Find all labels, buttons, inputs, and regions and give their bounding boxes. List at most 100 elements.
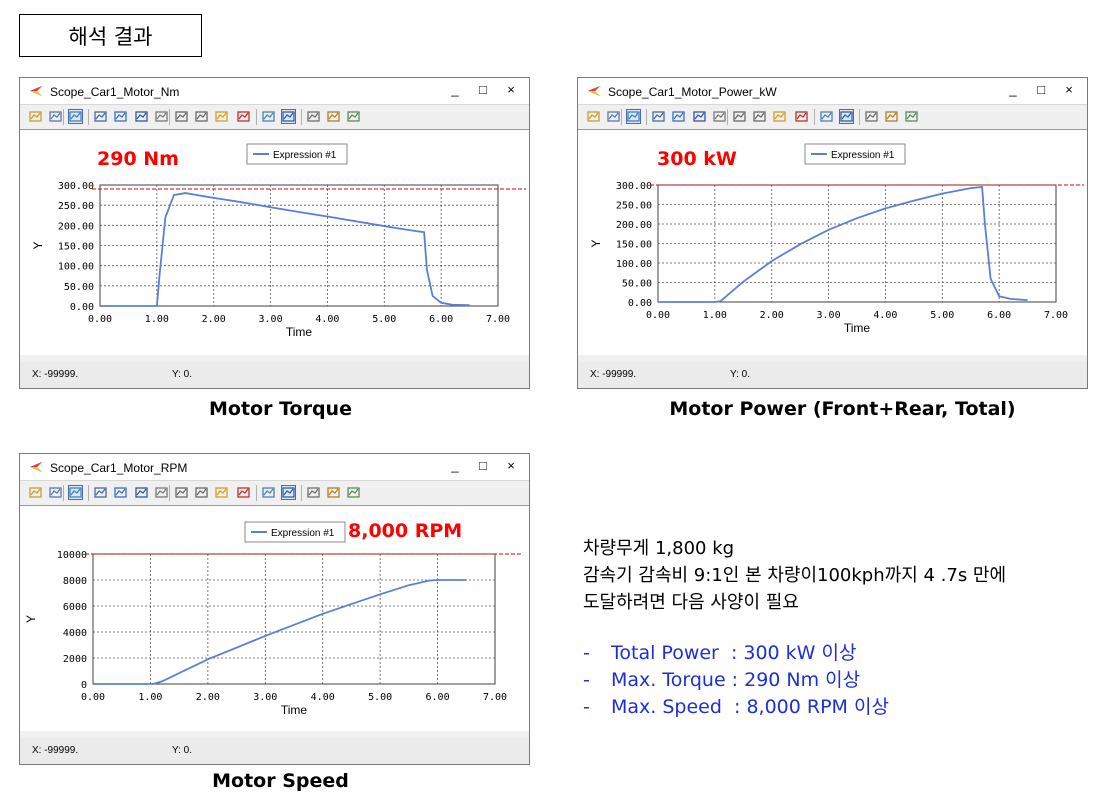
table-icon[interactable]	[346, 109, 361, 124]
pan-v-icon[interactable]	[752, 109, 767, 124]
chart-settings-icon[interactable]	[261, 109, 276, 124]
bullet-max-speed: - Max. Speed : 8,000 RPM 이상	[583, 694, 1103, 721]
x-axis-label: Time	[286, 325, 313, 339]
grid-icon[interactable]	[154, 109, 169, 124]
properties-icon[interactable]	[326, 485, 341, 500]
cursor-x-readout: X: -99999.	[590, 369, 637, 380]
scope-window-torque[interactable]: Scope_Car1_Motor_Nm _ □ × 0.00 1.00 2.00 3.00 4.…	[19, 77, 530, 389]
line-chart[interactable]: 0.00 1.00 2.00 3.00 4.00 5.00 6.00 7.00 0.00 50.0…	[20, 130, 529, 355]
window-title: Scope_Car1_Motor_Power_kW	[608, 85, 777, 99]
x-tick-label: 4.00	[315, 314, 339, 325]
properties-icon[interactable]	[326, 109, 341, 124]
pan-h-icon[interactable]	[732, 109, 747, 124]
copy-icon[interactable]	[48, 109, 63, 124]
plot-icon[interactable]	[68, 485, 83, 500]
plot-area[interactable]: 0.00 1.00 2.00 3.00 4.00 5.00 6.00 7.00 0.00 50.0…	[20, 129, 529, 355]
pan-h-icon[interactable]	[174, 485, 189, 500]
close-button[interactable]: ×	[507, 458, 515, 473]
chart-settings-icon[interactable]	[819, 109, 834, 124]
window-titlebar[interactable]: Scope_Car1_Motor_Nm _ □ ×	[20, 78, 529, 104]
open-icon[interactable]	[28, 109, 43, 124]
maximize-button[interactable]: □	[479, 458, 487, 473]
export-icon[interactable]	[772, 109, 787, 124]
legend-icon[interactable]	[281, 485, 296, 500]
window-titlebar[interactable]: Scope_Car1_Motor_RPM _ □ ×	[20, 454, 529, 480]
autoscale-icon[interactable]	[113, 109, 128, 124]
note-gear-ratio: 감속기 감속비 9:1인 본 차량이100kph까지 4 .7s 만에	[583, 565, 1007, 586]
x-tick-label: 6.00	[429, 314, 453, 325]
plot-frame	[92, 553, 496, 685]
x-axis-label: Time	[844, 321, 871, 335]
chart-settings-icon[interactable]	[261, 485, 276, 500]
y-tick-label: 150.00	[58, 242, 94, 253]
pan-v-icon[interactable]	[194, 485, 209, 500]
autoscale-icon[interactable]	[113, 485, 128, 500]
line-chart[interactable]: 0.00 1.00 2.00 3.00 4.00 5.00 6.00 7.00 0.00 50.0…	[578, 130, 1087, 355]
legend-label: Expression #1	[831, 150, 895, 161]
delete-icon[interactable]	[794, 109, 809, 124]
maximize-button[interactable]: □	[1037, 82, 1045, 97]
close-button[interactable]: ×	[507, 82, 515, 97]
3d-icon[interactable]	[134, 109, 149, 124]
legend-icon[interactable]	[839, 109, 854, 124]
zoom-icon[interactable]	[651, 109, 666, 124]
toolbar-separator	[63, 109, 64, 125]
delete-icon[interactable]	[236, 109, 251, 124]
copy-icon[interactable]	[606, 109, 621, 124]
delete-icon[interactable]	[236, 485, 251, 500]
chart-legend: Expression #1	[804, 143, 906, 165]
pan-v-icon[interactable]	[194, 109, 209, 124]
minimize-button[interactable]: _	[1009, 82, 1017, 97]
plot-area[interactable]: 0.00 1.00 2.00 3.00 4.00 5.00 6.00 7.00 0 2000 400…	[20, 505, 529, 731]
grid-icon[interactable]	[154, 485, 169, 500]
x-tick-label: 4.00	[873, 310, 897, 321]
pan-h-icon[interactable]	[174, 109, 189, 124]
close-button[interactable]: ×	[1065, 82, 1073, 97]
tools-icon[interactable]	[864, 109, 879, 124]
window-titlebar[interactable]: Scope_Car1_Motor_Power_kW _ □ ×	[578, 78, 1087, 104]
scope-window-speed[interactable]: Scope_Car1_Motor_RPM _ □ × 0.00 1.00 2.00 3.00 4…	[19, 453, 530, 765]
y-tick-label: 8000	[63, 576, 87, 587]
value-annotation: 300 kW	[657, 148, 737, 170]
export-icon[interactable]	[214, 109, 229, 124]
bullet-text: Total Power : 300 kW 이상	[611, 642, 857, 664]
properties-icon[interactable]	[884, 109, 899, 124]
y-tick-label: 100.00	[58, 262, 94, 273]
tools-icon[interactable]	[306, 485, 321, 500]
3d-icon[interactable]	[134, 485, 149, 500]
3d-icon[interactable]	[692, 109, 707, 124]
caption-motor-power: Motor Power (Front+Rear, Total)	[669, 398, 1016, 420]
x-tick-label: 4.00	[311, 692, 335, 703]
autoscale-icon[interactable]	[671, 109, 686, 124]
tools-icon[interactable]	[306, 109, 321, 124]
table-icon[interactable]	[904, 109, 919, 124]
grid-icon[interactable]	[712, 109, 727, 124]
y-tick-label: 250.00	[58, 201, 94, 212]
bullet-text: Max. Speed : 8,000 RPM 이상	[611, 696, 889, 718]
scope-window-power[interactable]: Scope_Car1_Motor_Power_kW _ □ × 0.00 1.00 2.00…	[577, 77, 1088, 389]
plot-icon[interactable]	[626, 109, 641, 124]
legend-icon[interactable]	[281, 109, 296, 124]
export-icon[interactable]	[214, 485, 229, 500]
toolbar-separator	[256, 485, 257, 501]
open-icon[interactable]	[28, 485, 43, 500]
x-tick-label: 1.00	[138, 692, 162, 703]
cursor-y-readout: Y: 0.	[730, 369, 751, 380]
copy-icon[interactable]	[48, 485, 63, 500]
table-icon[interactable]	[346, 485, 361, 500]
line-chart[interactable]: 0.00 1.00 2.00 3.00 4.00 5.00 6.00 7.00 0 2000 400…	[20, 506, 529, 731]
window-title: Scope_Car1_Motor_RPM	[50, 461, 188, 475]
open-icon[interactable]	[586, 109, 601, 124]
toolbar-separator	[88, 109, 89, 125]
minimize-button[interactable]: _	[451, 82, 459, 97]
zoom-icon[interactable]	[93, 485, 108, 500]
plot-area[interactable]: 0.00 1.00 2.00 3.00 4.00 5.00 6.00 7.00 0.00 50.0…	[578, 129, 1087, 355]
minimize-button[interactable]: _	[451, 458, 459, 473]
cursor-x-readout: X: -99999.	[32, 745, 79, 756]
toolbar-separator	[63, 485, 64, 501]
plot-icon[interactable]	[68, 109, 83, 124]
toolbar-separator	[301, 485, 302, 501]
maximize-button[interactable]: □	[479, 82, 487, 97]
zoom-icon[interactable]	[93, 109, 108, 124]
x-tick-label: 7.00	[486, 314, 510, 325]
